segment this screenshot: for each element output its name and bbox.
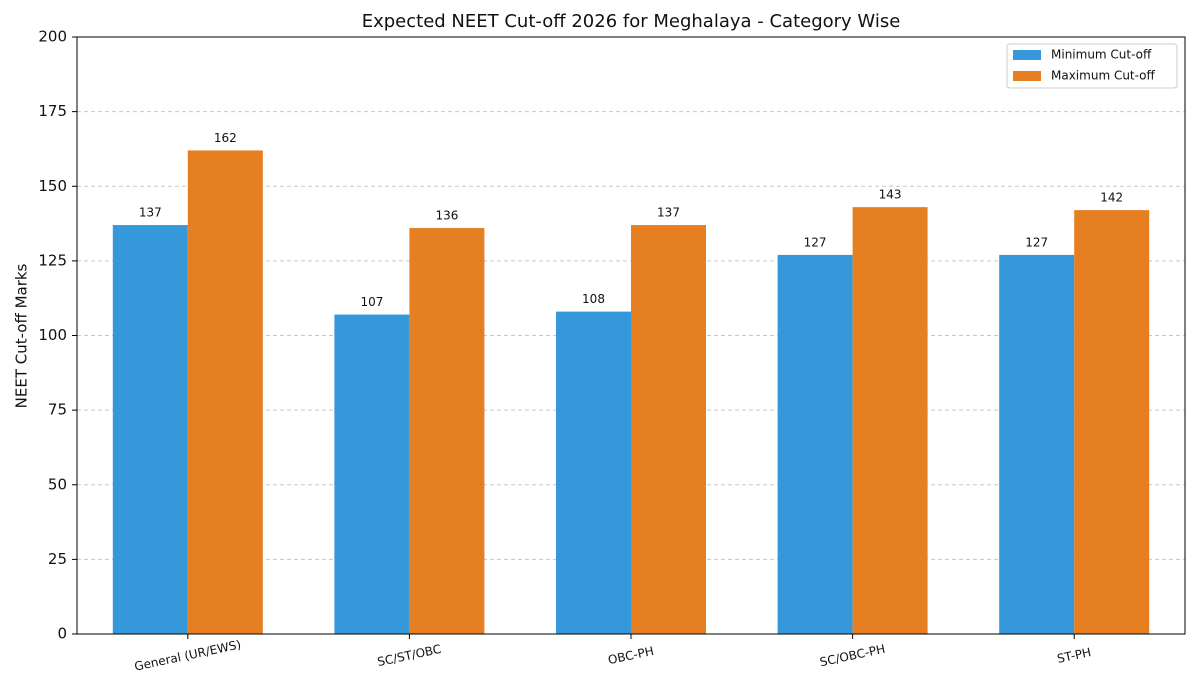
bar [999,254,1075,634]
data-label: 108 [582,292,605,306]
y-tick-label: 200 [38,28,67,46]
data-label: 136 [435,209,458,223]
x-tick-label: SC/ST/OBC [376,642,442,669]
bar [187,150,263,634]
legend-swatch [1013,50,1041,60]
bar [777,254,853,634]
y-tick-label: 100 [38,326,67,344]
legend-box [1006,43,1178,89]
y-tick-label: 50 [48,475,67,493]
bar [556,311,631,634]
legend-label: Minimum Cut-off [1051,48,1152,62]
x-tick-label: OBC-PH [607,644,655,667]
y-tick-label: 25 [48,550,67,568]
bar [334,314,410,634]
x-tick-label: ST-PH [1056,645,1093,666]
chart-title: Expected NEET Cut-off 2026 for Meghalaya… [362,11,901,32]
data-label: 137 [139,206,162,220]
data-label: 142 [1100,191,1123,205]
data-label: 162 [214,131,237,145]
plot-frame [76,36,1186,635]
legend-swatch [1013,71,1041,81]
x-tick-label: General (UR/EWS) [133,637,242,673]
data-label: 137 [657,206,680,220]
data-label: 107 [360,295,383,309]
bar [631,225,706,634]
data-label: 127 [1025,235,1048,249]
data-label: 127 [804,235,827,249]
y-axis-label: NEET Cut-off Marks [13,263,31,408]
y-tick-label: 175 [38,102,67,120]
data-label: 143 [879,188,902,202]
y-tick-label: 0 [57,625,67,643]
bar [112,225,188,634]
y-tick-label: 75 [48,401,67,419]
legend-label: Maximum Cut-off [1051,69,1156,83]
bar [409,228,485,635]
x-tick-label: SC/OBC-PH [819,642,887,670]
y-tick-label: 125 [38,251,67,269]
bar [852,207,928,634]
y-tick-label: 150 [38,177,67,195]
bar [1074,210,1150,634]
